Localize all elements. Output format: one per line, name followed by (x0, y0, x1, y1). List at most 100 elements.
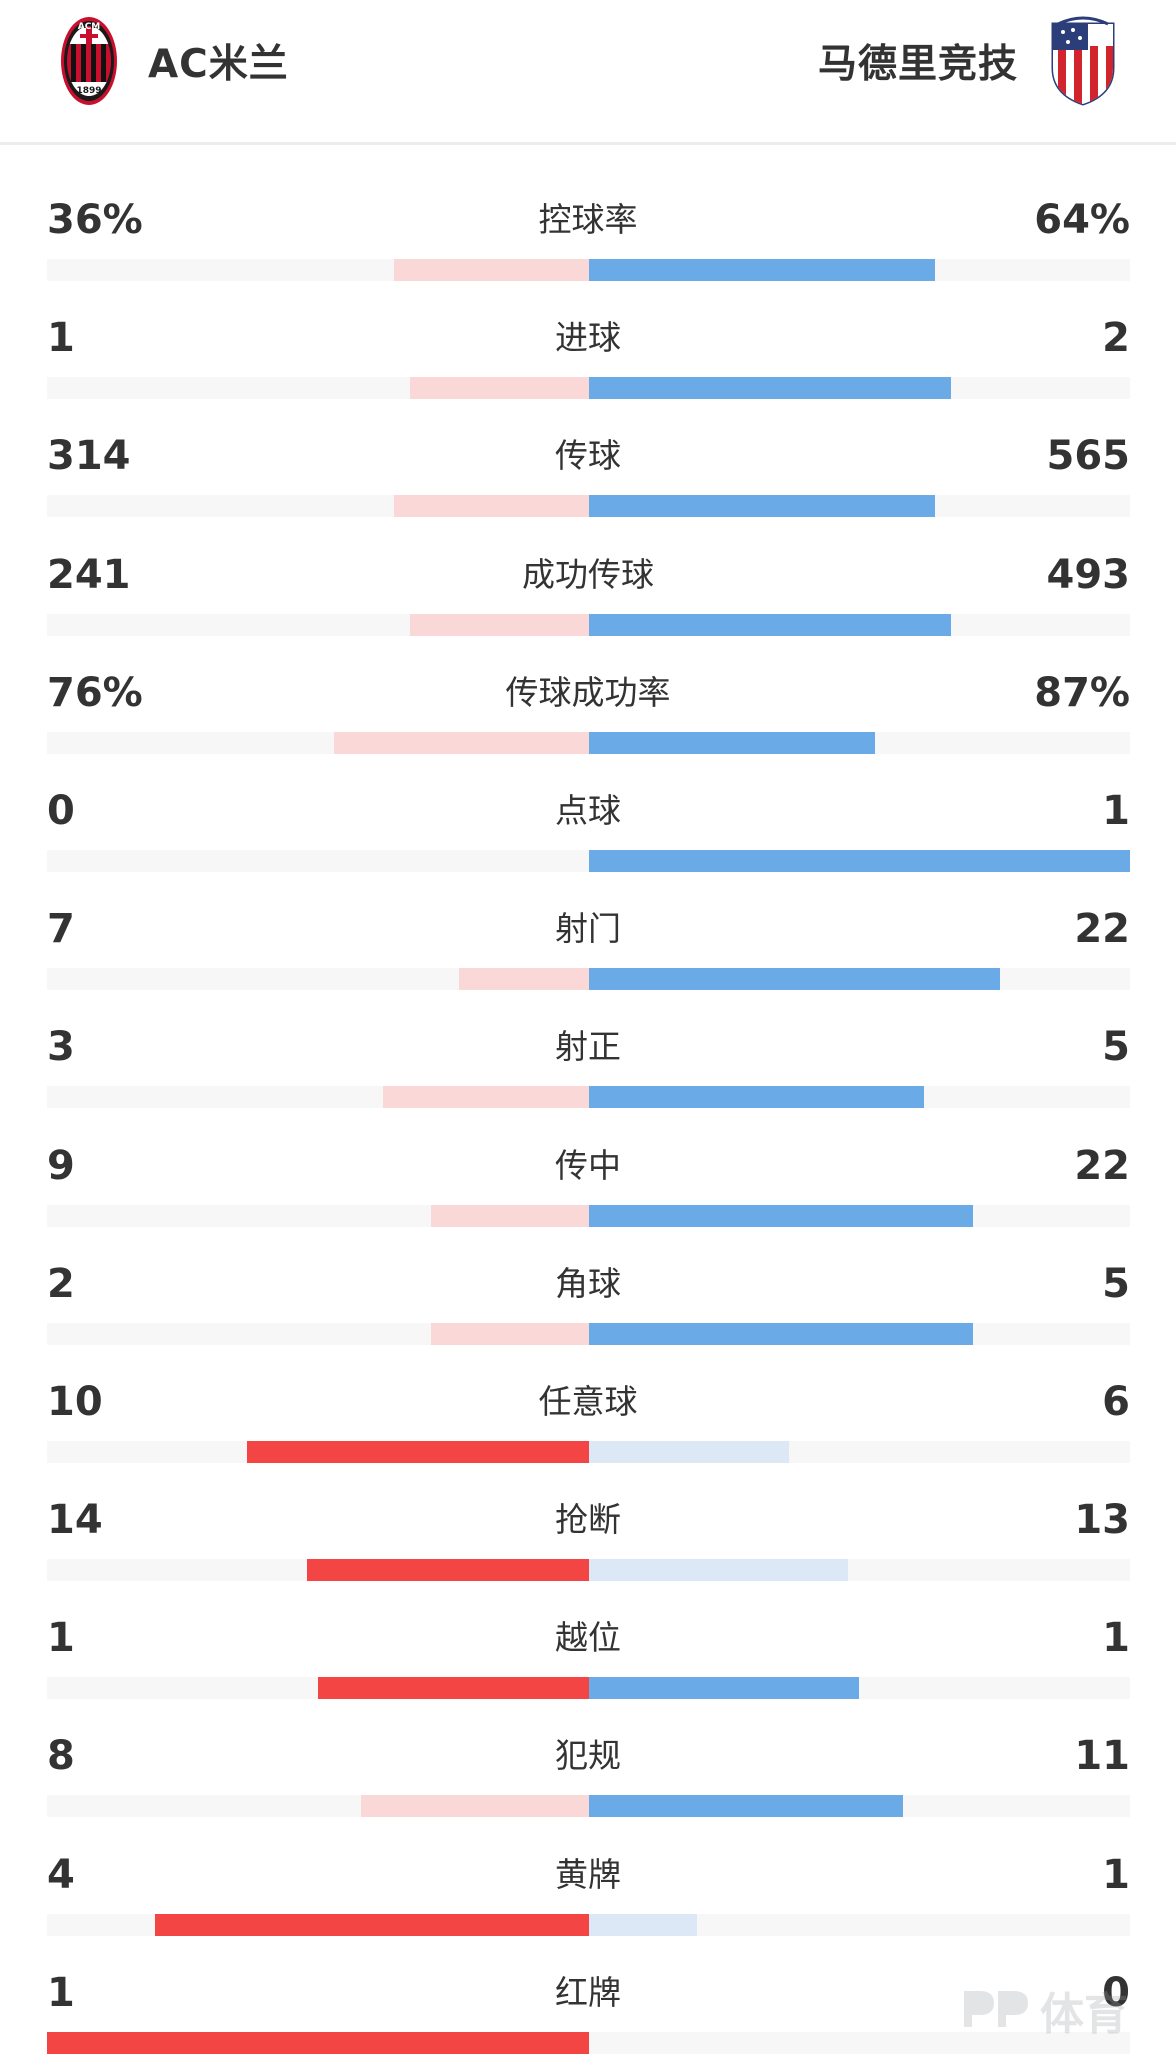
stat-row: 8 犯规 11 (0, 1716, 1176, 1834)
home-share-bar (382, 1086, 589, 1109)
stat-label: 传球 (555, 436, 621, 476)
away-share-bar (588, 1677, 860, 1700)
away-share-bar (588, 1559, 849, 1582)
away-share-bar (588, 968, 1001, 991)
away-share-bar (588, 1440, 789, 1463)
home-share-bar (306, 1559, 589, 1582)
away-share-bar (588, 613, 952, 636)
comparison-bar-track (47, 1322, 1130, 1345)
stat-row: 14 抢断 13 (0, 1480, 1176, 1598)
home-stat-value: 314 (47, 433, 131, 480)
away-stat-value: 22 (1074, 906, 1130, 953)
stat-row: 76% 传球成功率 87% (0, 653, 1176, 771)
stat-label: 控球率 (538, 200, 638, 239)
stat-label: 任意球 (538, 1381, 638, 1421)
stat-row: 1 红牌 0 (0, 1953, 1176, 2071)
stat-label: 射正 (555, 1027, 621, 1067)
match-header: ACM 1899 AC米兰 马德里竞技 (0, 0, 1176, 145)
watermark: 体育 (960, 1978, 1128, 2042)
home-stat-value: 36% (47, 197, 143, 243)
away-stat-value: 13 (1074, 1497, 1130, 1544)
stat-label: 红牌 (555, 1972, 621, 2012)
away-team-name: 马德里竞技 (817, 42, 1018, 87)
home-stat-value: 1 (47, 315, 75, 362)
stat-row: 241 成功传球 493 (0, 535, 1176, 653)
home-share-bar (317, 1677, 589, 1700)
home-stat-value: 8 (47, 1733, 75, 1780)
atletico-madrid-crest-icon (1048, 16, 1118, 106)
comparison-bar-track (47, 2031, 1130, 2054)
home-stat-value: 241 (47, 551, 131, 598)
stat-row: 7 射门 22 (0, 889, 1176, 1007)
home-share-bar (431, 1204, 589, 1227)
comparison-bar-track (47, 259, 1130, 281)
comparison-bar-track (47, 1440, 1130, 1463)
away-stat-value: 87% (1034, 669, 1130, 716)
comparison-bar-track (47, 613, 1130, 636)
away-stat-value: 1 (1102, 1615, 1130, 1662)
stat-label: 传中 (555, 1145, 621, 1185)
home-team[interactable]: ACM 1899 AC米兰 (60, 0, 289, 122)
away-stat-value: 1 (1102, 1851, 1130, 1898)
home-stat-value: 7 (47, 906, 75, 953)
away-share-bar (588, 495, 936, 518)
away-share-bar (588, 1913, 697, 1936)
away-stat-value: 0 (1102, 1969, 1130, 2016)
home-share-bar (393, 259, 589, 281)
away-stat-value: 5 (1102, 1024, 1130, 1071)
stat-row: 2 角球 5 (0, 1244, 1176, 1362)
stat-row: 1 进球 2 (0, 298, 1176, 416)
home-stat-value: 2 (47, 1260, 75, 1307)
home-stat-value: 3 (47, 1024, 75, 1071)
comparison-bar-track (47, 1677, 1130, 1700)
stat-row: 10 任意球 6 (0, 1362, 1176, 1480)
home-stat-value: 4 (47, 1851, 75, 1898)
home-share-bar (393, 495, 589, 518)
stat-row: 0 点球 1 (0, 771, 1176, 889)
comparison-bar-track (47, 1913, 1130, 1936)
comparison-bar-track (47, 1204, 1130, 1227)
away-share-bar (588, 849, 1130, 872)
comparison-bar-track (47, 377, 1130, 400)
home-stat-value: 9 (47, 1142, 75, 1189)
away-team[interactable]: 马德里竞技 (818, 0, 1118, 122)
stat-row: 4 黄牌 1 (0, 1835, 1176, 1953)
home-share-bar (334, 731, 589, 754)
home-share-bar (431, 1322, 589, 1345)
home-share-bar (155, 1913, 589, 1936)
away-stat-value: 64% (1034, 197, 1130, 243)
home-share-bar (409, 613, 589, 636)
comparison-bar-track (47, 1795, 1130, 1818)
stat-row: 9 传中 22 (0, 1126, 1176, 1244)
comparison-bar-track (47, 968, 1130, 991)
away-share-bar (588, 1795, 903, 1818)
away-stat-value: 5 (1102, 1260, 1130, 1307)
home-stat-value: 10 (47, 1378, 103, 1425)
home-team-name: AC米兰 (148, 42, 289, 87)
home-stat-value: 0 (47, 787, 75, 834)
stat-row: 3 射正 5 (0, 1007, 1176, 1125)
stat-label: 犯规 (555, 1736, 621, 1776)
pp-sports-logo-icon (960, 1985, 1032, 2035)
away-stat-value: 565 (1046, 433, 1131, 480)
away-stat-value: 22 (1074, 1142, 1130, 1189)
comparison-bar-track (47, 1559, 1130, 1582)
svg-text:1899: 1899 (76, 86, 101, 96)
svg-text:ACM: ACM (78, 22, 101, 32)
away-share-bar (588, 259, 936, 281)
stat-label: 角球 (555, 1263, 621, 1303)
stat-label: 射门 (555, 909, 621, 949)
stat-row: 1 越位 1 (0, 1598, 1176, 1716)
home-share-bar (409, 377, 589, 400)
away-share-bar (588, 377, 952, 400)
home-share-bar (361, 1795, 589, 1818)
stat-row: 314 传球 565 (0, 416, 1176, 534)
away-stat-value: 493 (1046, 551, 1131, 598)
stat-label: 传球成功率 (505, 672, 671, 712)
stat-label: 成功传球 (522, 554, 654, 594)
away-share-bar (588, 731, 876, 754)
ac-milan-crest-icon: ACM 1899 (60, 16, 118, 106)
stat-label: 越位 (555, 1618, 621, 1658)
away-stat-value: 2 (1102, 315, 1130, 362)
away-stat-value: 6 (1102, 1378, 1130, 1425)
